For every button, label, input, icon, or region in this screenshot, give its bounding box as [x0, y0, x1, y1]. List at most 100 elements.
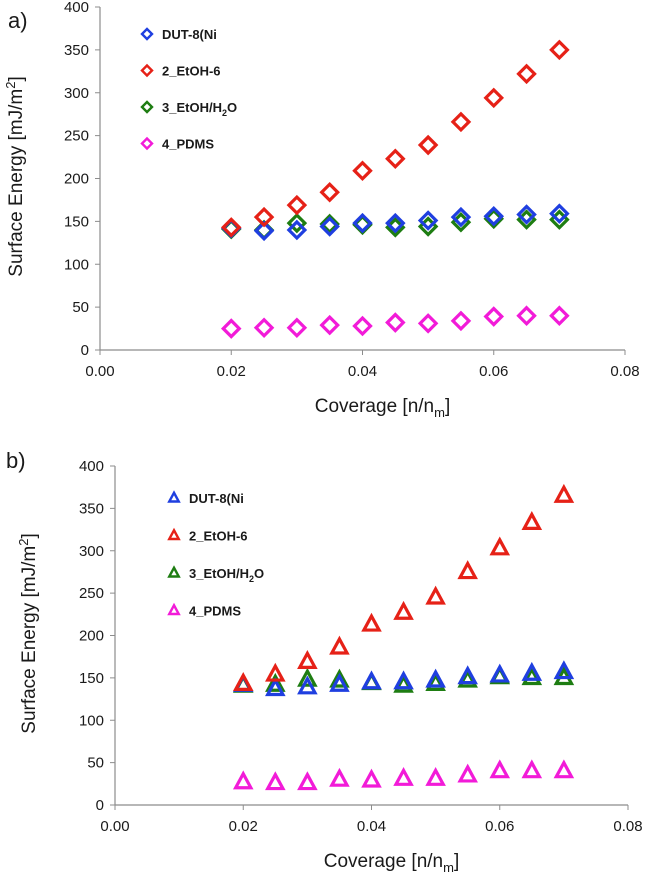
chart-b-data-point: [361, 670, 382, 690]
chart-b-data-point: [521, 511, 543, 530]
chart-b-data-point: [489, 536, 511, 556]
chart-a-data-point: [352, 160, 373, 182]
chart-a-data-point: [450, 206, 472, 228]
chart-a-data-point: [253, 220, 275, 242]
chart-b-y-tick-label: 50: [87, 755, 104, 772]
chart-b-panel-label: b): [6, 448, 26, 473]
chart-a-data-point: [286, 219, 308, 241]
chart-a-x-tick-label: 0.08: [610, 363, 639, 380]
chart-a-legend-marker: [140, 63, 154, 78]
chart-a-y-tick-label: 50: [72, 299, 89, 316]
chart-a-panel-label: a): [8, 8, 28, 33]
chart-a-data-point: [352, 315, 373, 337]
chart-b-x-tick-label: 0.04: [357, 818, 386, 835]
chart-panel-b: b) 0 50 100 150 200 250 300 350 400 0.00 0.02 0.04 0.…: [0, 440, 646, 877]
chart-b-y-tick-label: 100: [79, 712, 104, 729]
chart-a-y-tick-label: 200: [64, 171, 89, 188]
chart-b-y-tick-label: 350: [79, 500, 104, 517]
chart-a-x-tick-label: 0.04: [348, 363, 377, 380]
chart-b-data-point: [553, 483, 575, 503]
chart-b-data-point: [329, 672, 350, 692]
chart-a-data-point: [483, 306, 505, 327]
chart-b-data-point: [265, 672, 286, 692]
chart-a-svg: a) 0 50 100 150 200 250 300 350 400 0.00 0.02 0.04 0.…: [3, 0, 640, 420]
chart-b-data-point: [265, 771, 286, 791]
chart-b-legend-marker: [167, 565, 181, 578]
chart-b-legend-label: DUT-8(Ni: [189, 491, 244, 506]
chart-b-data-point: [553, 759, 575, 779]
chart-b-data-point: [425, 585, 446, 605]
chart-b-x-axis-title: Coverage [n/nm]: [324, 851, 459, 875]
chart-a-legend-label: DUT-8(Ni: [162, 27, 217, 42]
chart-b-data-point: [265, 677, 286, 697]
chart-a-y-tick-label: 150: [64, 213, 89, 230]
chart-a-y-tick-label: 300: [64, 85, 89, 102]
chart-b-x-tick-label: 0.00: [100, 818, 129, 835]
chart-b-x-tick-label: 0.08: [613, 818, 642, 835]
chart-a-data-point: [483, 205, 505, 227]
chart-a-data-point: [319, 181, 340, 203]
chart-a-x-axis-title: Coverage [n/nm]: [315, 396, 450, 420]
chart-a-legend-marker: [140, 27, 154, 41]
chart-b-y-tick-label: 0: [96, 797, 104, 814]
chart-a-data-point: [417, 210, 439, 231]
chart-a-data-point: [286, 317, 308, 338]
chart-b-y-axis-title: Surface Energy [mJ/m2]: [16, 533, 40, 733]
chart-a-data-point: [516, 63, 537, 85]
chart-b-data-point: [393, 673, 414, 693]
chart-b-data-point: [425, 766, 446, 786]
chart-b-data-point: [232, 672, 254, 692]
chart-a-data-point: [450, 111, 472, 133]
chart-a-data-point: [319, 216, 340, 237]
chart-b-data-point: [329, 668, 350, 688]
chart-b-data-point: [521, 661, 543, 681]
chart-b-legend-marker: [167, 602, 181, 616]
chart-a-data-point: [286, 212, 308, 234]
chart-b-svg: b) 0 50 100 150 200 250 300 350 400 0.00 0.02 0.04 0.…: [6, 448, 643, 875]
chart-a-legend-label: 2_EtOH-6: [162, 64, 221, 79]
chart-a-y-tick-label: 400: [64, 0, 89, 16]
chart-a-data-point: [385, 212, 406, 234]
chart-a-data-point: [417, 134, 439, 156]
chart-a-data-point: [253, 317, 275, 338]
chart-b-data-point: [553, 660, 575, 680]
chart-b-data-point: [489, 759, 511, 779]
chart-a-data-point: [220, 318, 242, 339]
chart-b-legend-label: 4_PDMS: [189, 604, 241, 619]
chart-b-data-point: [329, 767, 350, 787]
chart-a-data-point: [319, 314, 340, 336]
chart-b-data-point: [393, 670, 414, 690]
chart-b-data-point: [393, 600, 414, 620]
chart-a-data-point: [516, 204, 537, 225]
chart-b-x-tick-label: 0.02: [229, 818, 258, 835]
chart-a-data-point: [253, 206, 275, 228]
chart-b-legend-label: 3_EtOH/H2O: [189, 566, 264, 584]
chart-a-data-point: [319, 213, 340, 235]
chart-a-data-point: [549, 39, 570, 61]
chart-a-data-point: [352, 212, 373, 234]
chart-b-data-point: [521, 666, 543, 686]
chart-a-data-point: [385, 148, 406, 170]
chart-a-x-tick-label: 0.06: [479, 363, 508, 380]
chart-b-data-point: [457, 763, 478, 783]
chart-a-y-tick-label: 350: [64, 42, 89, 59]
chart-b-data-point: [393, 766, 414, 786]
chart-a-legend-label: 4_PDMS: [162, 137, 214, 152]
chart-a-legend-marker: [140, 100, 154, 114]
chart-a-legend-marker: [140, 136, 154, 151]
chart-b-data-point: [297, 667, 318, 687]
chart-a-data-point: [220, 217, 242, 238]
chart-b-legend-marker: [167, 490, 181, 503]
chart-a-y-tick-label: 0: [81, 342, 89, 359]
chart-a-y-axis-title: Surface Energy [mJ/m2]: [3, 76, 27, 276]
chart-a-data-point: [286, 194, 308, 216]
chart-a-x-tick-label: 0.00: [85, 363, 114, 380]
chart-b-data-point: [232, 770, 254, 790]
chart-b-data-point: [489, 663, 511, 683]
chart-b-data-point: [265, 662, 286, 682]
chart-a-legend-label: 3_EtOH/H2O: [162, 100, 237, 118]
chart-b-y-tick-label: 300: [79, 543, 104, 560]
chart-a-data-point: [385, 312, 406, 333]
chart-a-y-tick-label: 100: [64, 256, 89, 273]
chart-panel-a: a) 0 50 100 150 200 250 300 350 400 0.00 0.02 0.04 0.…: [0, 0, 646, 435]
